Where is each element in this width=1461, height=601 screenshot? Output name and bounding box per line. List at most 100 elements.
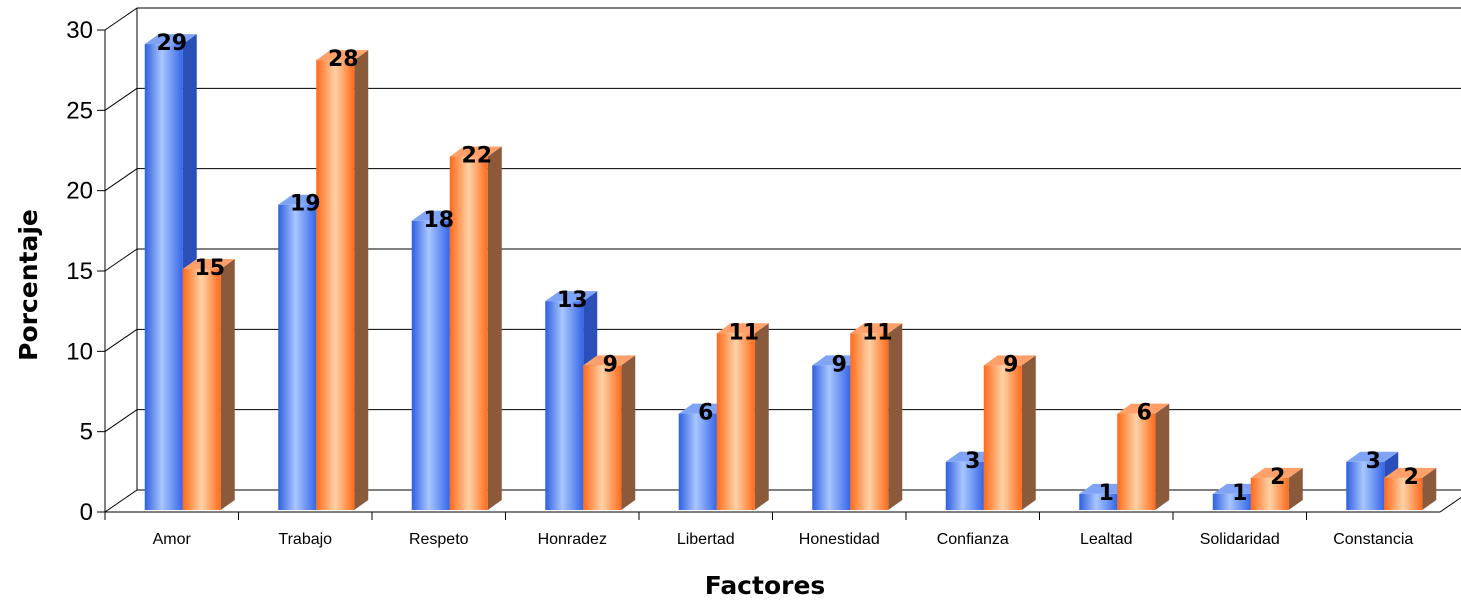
- bar-side: [1155, 403, 1170, 510]
- bar-top: [1346, 451, 1399, 462]
- bar-front: [278, 204, 317, 510]
- bar-top: [1250, 467, 1303, 478]
- bar-front: [716, 333, 755, 510]
- bar-front: [812, 365, 851, 510]
- labels: Amor2915Trabajo1928Respeto1822Honradez13…: [153, 31, 1419, 548]
- data-label: 28: [328, 47, 359, 72]
- bar-side: [1021, 355, 1036, 510]
- data-label: 9: [832, 352, 847, 377]
- bar-side: [1422, 467, 1437, 510]
- wall-gridline: [104, 248, 138, 272]
- bar: [449, 146, 502, 511]
- data-label: 15: [194, 256, 225, 281]
- data-label: 13: [557, 288, 588, 313]
- bar-front: [545, 301, 584, 510]
- bar-top: [182, 259, 235, 269]
- y-tick-label: 0: [80, 499, 93, 526]
- x-tick-label: Amor: [153, 531, 192, 548]
- data-label: 18: [423, 208, 454, 233]
- bar-front: [316, 60, 355, 511]
- bar-front: [1250, 477, 1289, 510]
- data-label: 9: [603, 352, 618, 377]
- x-tick-label: Trabajo: [278, 531, 332, 548]
- data-label: 6: [698, 401, 713, 426]
- x-axis-title: Factores: [705, 571, 826, 600]
- data-label: 11: [862, 320, 893, 345]
- data-label: 1: [1099, 481, 1114, 506]
- bar: [316, 50, 369, 511]
- wall-gridline: [104, 7, 138, 31]
- x-tick-label: Libertad: [677, 531, 735, 548]
- x-tick-label: Respeto: [409, 531, 469, 548]
- x-tick-label: Lealtad: [1080, 531, 1133, 548]
- data-label: 6: [1137, 401, 1152, 426]
- bar-top: [545, 291, 598, 302]
- data-label: 3: [1366, 449, 1381, 474]
- y-tick-label: 5: [80, 419, 93, 446]
- data-label: 29: [156, 31, 187, 56]
- bar: [182, 259, 235, 510]
- data-label: 1: [1232, 481, 1247, 506]
- bar: [1117, 403, 1170, 510]
- y-tick-label: 25: [66, 97, 93, 124]
- y-axis-title: Porcentaje: [14, 209, 43, 361]
- bar-side: [1288, 467, 1303, 510]
- y-tick-label: 20: [66, 178, 93, 205]
- floor-edge: [1439, 496, 1461, 513]
- bar-front: [983, 365, 1022, 510]
- data-label: 9: [1003, 352, 1018, 377]
- plot-frame: 0 5 10 15 20 25 30: [66, 7, 1461, 526]
- bar-top: [583, 355, 636, 366]
- data-label: 19: [290, 192, 321, 217]
- data-label: 11: [728, 320, 759, 345]
- bar-side: [754, 323, 769, 510]
- wall-gridline: [104, 328, 138, 352]
- bar-front: [1117, 413, 1156, 510]
- bar-front: [411, 220, 450, 511]
- bar-front: [182, 269, 221, 510]
- bar-front: [1384, 477, 1423, 510]
- bar-front: [449, 156, 488, 511]
- bar-top: [449, 146, 502, 157]
- bar-top: [144, 34, 197, 45]
- x-tick-label: Confianza: [937, 531, 1009, 548]
- wall-gridline: [104, 489, 138, 513]
- bar-side: [888, 323, 903, 510]
- bar: [850, 323, 903, 510]
- bar-front: [144, 44, 183, 511]
- bar-front: [850, 333, 889, 510]
- x-tick-label: Honestidad: [799, 531, 880, 548]
- bar-front: [1079, 493, 1118, 510]
- bar: [1384, 467, 1437, 510]
- wall-gridline: [104, 168, 138, 192]
- data-label: 2: [1270, 465, 1285, 490]
- bars: [144, 34, 1437, 511]
- y-tick-label: 15: [66, 258, 93, 285]
- bar-front: [1346, 461, 1385, 510]
- data-label: 22: [461, 144, 492, 169]
- bar-top: [1384, 467, 1437, 478]
- bar: [1250, 467, 1303, 510]
- bar-top: [716, 323, 769, 334]
- bar-front: [678, 413, 717, 510]
- x-tick-label: Solidaridad: [1200, 531, 1280, 548]
- y-tick-label: 30: [66, 17, 93, 44]
- bar-front: [583, 365, 622, 510]
- bar-front: [1212, 493, 1251, 510]
- bar: [583, 355, 636, 510]
- bar-top: [316, 50, 369, 61]
- bar-side: [487, 146, 502, 511]
- data-label: 3: [965, 449, 980, 474]
- bar: [716, 323, 769, 510]
- wall-gridline: [104, 87, 138, 111]
- bar-side: [621, 355, 636, 510]
- bar-top: [983, 355, 1036, 366]
- wall-gridline: [104, 409, 138, 433]
- bar-front: [945, 461, 984, 510]
- y-tick-label: 10: [66, 338, 93, 365]
- bar-side: [354, 50, 369, 511]
- x-tick-label: Honradez: [538, 531, 607, 548]
- bar: [983, 355, 1036, 510]
- bar-top: [1117, 403, 1170, 414]
